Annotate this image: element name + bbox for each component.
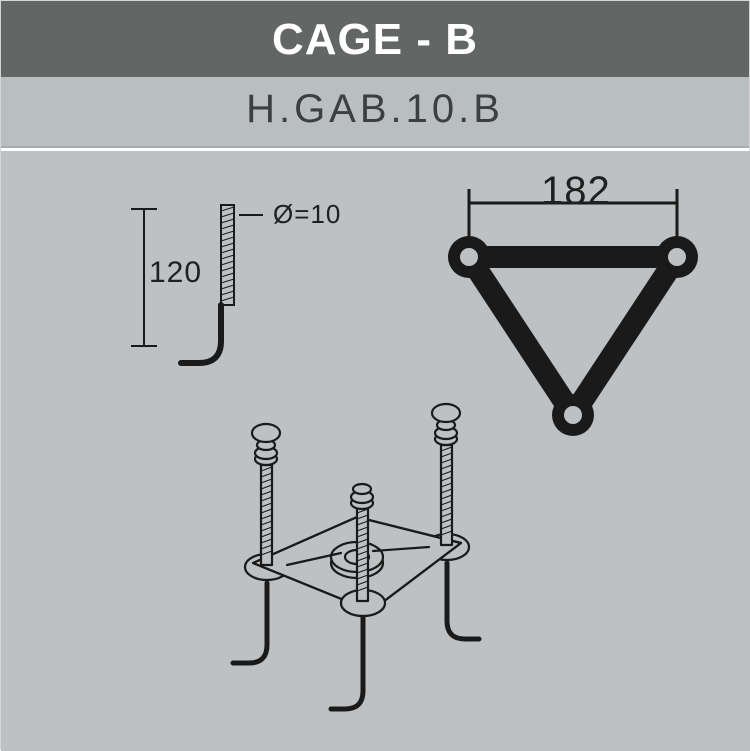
title-bar: CAGE - B <box>1 1 749 77</box>
assembly-svg <box>171 387 551 727</box>
title-text: CAGE - B <box>272 15 478 64</box>
diameter-label: Ø=10 <box>273 199 341 230</box>
subtitle-text: H.GAB.10.B <box>246 87 504 131</box>
diagram-canvas: 120 Ø=10 182 <box>1 151 750 751</box>
subtitle-bar: H.GAB.10.B <box>1 77 749 148</box>
width-label: 182 <box>541 169 611 214</box>
height-label: 120 <box>149 256 202 290</box>
